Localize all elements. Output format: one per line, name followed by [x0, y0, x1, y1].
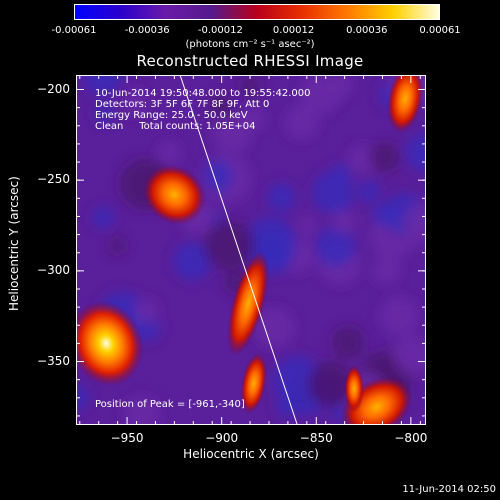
colorbar	[74, 4, 440, 20]
axis-tickmarks	[76, 75, 426, 425]
texture-blob	[212, 177, 229, 194]
annotation-peak: Position of Peak = [-961,-340]	[95, 399, 245, 410]
plot-title: Reconstructed RHESSI Image	[136, 52, 364, 70]
x-tick-label: −800	[394, 431, 428, 445]
texture-blob	[372, 202, 397, 227]
footer-timestamp: 11-Jun-2014 02:50	[402, 484, 496, 495]
x-axis-title: Heliocentric X (arcsec)	[183, 447, 319, 461]
texture-blob	[94, 103, 114, 123]
texture-blob	[307, 361, 355, 408]
annotation-energy: Energy Range: 25.0 - 50.0 keV	[95, 110, 248, 121]
colorbar-tick-label: 0.00036	[346, 25, 388, 36]
solar-limb-line	[179, 75, 298, 425]
emission-source	[387, 75, 424, 133]
texture-blob	[332, 326, 364, 359]
texture-blob	[212, 113, 253, 153]
texture-blob	[157, 141, 181, 165]
texture-blob	[315, 225, 356, 267]
texture-blob	[134, 298, 160, 324]
texture-blob	[109, 238, 126, 255]
texture-blob	[284, 105, 319, 140]
plot-frame	[76, 75, 426, 425]
texture-blob	[173, 242, 212, 281]
texture-blob	[405, 132, 426, 172]
annotation-time-range: 10-Jun-2014 19:50:48.000 to 19:55:42.000	[95, 88, 311, 99]
y-tick-label: −200	[37, 81, 70, 96]
heatmap-plot	[76, 75, 426, 425]
annotation-detectors: Detectors: 3F 5F 6F 7F 8F 9F, Att 0	[95, 99, 270, 110]
texture-blob	[276, 394, 300, 418]
texture-blob	[358, 180, 380, 202]
colorbar-tick-label: 0.00061	[419, 25, 461, 36]
texture-blob	[254, 307, 295, 348]
texture-blob	[242, 106, 266, 130]
texture-blob	[92, 206, 114, 229]
emission-source	[143, 164, 206, 225]
emission-source	[344, 365, 364, 413]
y-tick-label: −250	[37, 172, 70, 187]
texture-blob	[379, 296, 419, 336]
texture-blob	[83, 75, 122, 95]
x-tick-label: −850	[299, 431, 333, 445]
heatmap-sources	[76, 75, 424, 425]
texture-blob	[240, 76, 261, 97]
y-tick-label: −350	[37, 353, 70, 368]
texture-blob	[403, 202, 426, 243]
texture-blob	[370, 142, 400, 172]
annotation-block: 10-Jun-2014 19:50:48.000 to 19:55:42.000…	[95, 88, 311, 132]
colorbar-tick-label: -0.00061	[51, 25, 97, 36]
texture-blob	[204, 220, 255, 271]
texture-blob	[312, 171, 355, 214]
colorbar-tick-label: 0.00012	[272, 25, 315, 36]
y-axis-title: Heliocentric Y (arcsec)	[7, 176, 21, 311]
x-tick-label: −900	[205, 431, 239, 445]
colorbar-units-label: (photons cm⁻² s⁻¹ asec⁻²)	[185, 39, 315, 50]
texture-blob	[123, 395, 160, 425]
texture-blob	[347, 145, 377, 175]
texture-blob	[267, 183, 296, 212]
colorbar-gradient	[75, 5, 439, 19]
texture-blob	[331, 209, 357, 235]
annotation-clean: Clean Total counts: 1.05E+04	[95, 121, 256, 132]
texture-blob	[76, 384, 90, 411]
emission-source	[240, 353, 268, 414]
texture-blob	[297, 215, 317, 235]
texture-blob	[372, 256, 401, 285]
colorbar-tick-label: -0.00012	[197, 25, 243, 36]
emission-source	[227, 251, 270, 356]
texture-blob	[325, 75, 353, 98]
y-tick-label: −300	[37, 262, 70, 277]
colorbar-tick-label: -0.00036	[124, 25, 170, 36]
texture-blob	[122, 89, 149, 116]
texture-blob	[393, 335, 426, 376]
x-tick-label: −950	[110, 431, 144, 445]
texture-blob	[208, 94, 233, 120]
emission-source	[76, 300, 144, 386]
